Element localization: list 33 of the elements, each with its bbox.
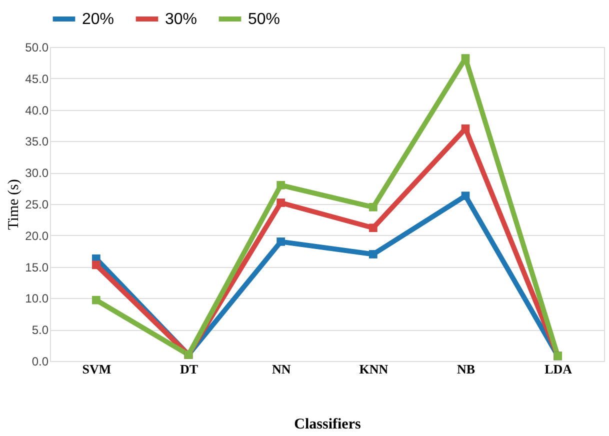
point	[92, 260, 100, 270]
point	[276, 180, 286, 190]
point	[276, 237, 286, 246]
y-tick-label: 30.0	[25, 166, 49, 180]
y-tick-label: 0.0	[32, 354, 49, 368]
x-tick-label: NB	[456, 362, 476, 376]
legend-label: 20%	[82, 11, 114, 28]
legend-label: 30%	[165, 11, 198, 28]
y-tick-label: 35.0	[25, 134, 49, 149]
x-tick-label: DT	[180, 362, 198, 376]
x-axis-title: Classifiers	[294, 416, 361, 432]
x-tick-label: KNN	[359, 362, 389, 376]
x-tick-label: NN	[272, 362, 292, 376]
point	[92, 296, 100, 304]
point	[368, 202, 378, 212]
y-axis-title: Time (s)	[6, 179, 22, 230]
point	[461, 54, 470, 62]
x-tick-label: SVM	[82, 362, 112, 376]
x-tick-label: LDA	[544, 362, 573, 376]
y-tick-label: 10.0	[25, 292, 49, 306]
y-tick-label: 15.0	[25, 260, 49, 274]
y-tick-label: 45.0	[25, 72, 49, 86]
y-tick-label: 25.0	[25, 198, 49, 212]
point	[461, 192, 470, 200]
point	[368, 224, 378, 232]
y-tick-label: 20.0	[25, 228, 49, 243]
point	[276, 198, 286, 207]
y-tick-label: 50.0	[25, 40, 49, 54]
point	[461, 124, 470, 133]
point	[368, 250, 378, 258]
y-tick-label: 5.0	[32, 323, 49, 338]
y-tick-label: 40.0	[25, 103, 49, 118]
legend-label: 50%	[248, 11, 280, 28]
